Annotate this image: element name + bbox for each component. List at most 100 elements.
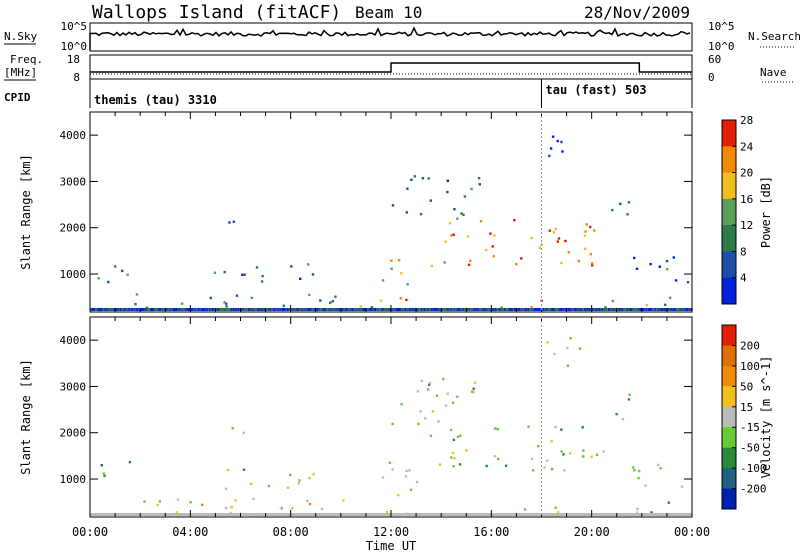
scatter-cell [526, 513, 529, 516]
scatter-cell [500, 513, 503, 516]
scatter-cell [634, 513, 637, 516]
scatter-cell [569, 308, 572, 311]
velocity-panel: 1000 2000 3000 4000 Slant Range [km] 200 100… [19, 316, 773, 518]
scatter-cell [177, 308, 180, 311]
scatter-cell [93, 308, 96, 311]
scatter-cell [530, 457, 534, 460]
scatter-cell [646, 308, 649, 311]
scatter-cell [656, 308, 659, 311]
scatter-cell [541, 308, 544, 311]
scatter-cell [92, 308, 95, 311]
scatter-cell [354, 513, 357, 516]
scatter-cell [590, 455, 593, 458]
scatter-cell [323, 513, 326, 516]
scatter-cell [610, 308, 613, 311]
scatter-cell [266, 513, 269, 516]
scatter-cell [276, 308, 279, 311]
scatter-cell [261, 308, 264, 311]
scatter-cell [101, 513, 104, 516]
nsearch-tick-high: 10^5 [708, 20, 735, 33]
scatter-cell [296, 308, 299, 311]
scatter-cell [629, 513, 632, 516]
scatter-cell [412, 308, 415, 311]
scatter-cell [434, 513, 437, 516]
scatter-cell [391, 468, 394, 471]
scatter-cell [420, 379, 423, 383]
scatter-cell [550, 513, 553, 516]
scatter-cell [206, 513, 209, 516]
scatter-cell [545, 308, 548, 311]
scatter-cell [446, 513, 449, 516]
scatter-cell [241, 513, 244, 516]
scatter-cell [436, 308, 439, 311]
scatter-cell [299, 277, 302, 280]
scatter-cell [270, 308, 273, 311]
scatter-cell [497, 308, 500, 311]
scatter-cell [586, 308, 589, 311]
scatter-cell [116, 308, 119, 311]
scatter-cell [456, 435, 460, 438]
scatter-cell [181, 308, 184, 311]
scatter-cell [363, 513, 366, 516]
scatter-cell [233, 308, 235, 311]
scatter-cell [105, 308, 107, 311]
colorbar-tick-label: 24 [740, 140, 754, 153]
scatter-cell [541, 513, 544, 516]
scatter-cell [246, 308, 249, 311]
scatter-cell [595, 513, 598, 516]
scatter-cell [136, 513, 139, 516]
scatter-cell [424, 513, 427, 516]
scatter-cell [362, 308, 365, 311]
scatter-cell [391, 422, 394, 426]
scatter-cell [231, 427, 234, 430]
scatter-cell [171, 308, 174, 311]
scatter-cell [249, 513, 252, 516]
scatter-cell [290, 308, 293, 311]
scatter-cell [133, 513, 136, 516]
scatter-cell [196, 513, 199, 516]
scatter-cell [176, 513, 179, 516]
scatter-cell [552, 513, 555, 516]
scatter-cell [182, 513, 185, 516]
scatter-cell [238, 513, 240, 516]
scatter-cell [485, 248, 488, 252]
scatter-cell [406, 308, 409, 311]
scatter-cell [353, 513, 356, 516]
scatter-cell [260, 308, 263, 311]
scatter-cell [212, 513, 215, 516]
colorbar-tick-label: -200 [740, 483, 767, 496]
y-tick-label: 1000 [60, 473, 87, 486]
scatter-cell [621, 308, 624, 311]
scatter-cell [136, 308, 139, 311]
scatter-cell [261, 274, 264, 278]
scatter-cell [115, 513, 118, 516]
scatter-cell [132, 513, 135, 516]
scatter-cell [608, 308, 610, 311]
scatter-cell [102, 513, 105, 516]
scatter-cell [594, 513, 597, 516]
scatter-cell [345, 513, 348, 516]
scatter-cell [285, 308, 288, 311]
scatter-cell [453, 513, 456, 516]
scatter-cell [485, 513, 488, 516]
scatter-cell [360, 308, 363, 311]
scatter-cell [210, 308, 213, 311]
scatter-cell [626, 308, 629, 311]
scatter-cell [317, 308, 319, 311]
scatter-cell [546, 513, 549, 516]
scatter-cell [299, 308, 302, 311]
scatter-cell [401, 308, 403, 311]
scatter-cell [600, 513, 603, 516]
scatter-cell [340, 308, 343, 311]
scatter-cell [219, 513, 222, 516]
scatter-cell [653, 308, 656, 311]
scatter-cell [294, 513, 297, 516]
scatter-cell [90, 513, 92, 516]
scatter-cell [513, 513, 516, 516]
scatter-cell [478, 183, 481, 186]
scatter-cell [496, 308, 499, 311]
scatter-cell [478, 513, 481, 516]
scatter-cell [427, 308, 430, 311]
scatter-cell [404, 475, 408, 478]
scatter-cell [387, 513, 390, 516]
